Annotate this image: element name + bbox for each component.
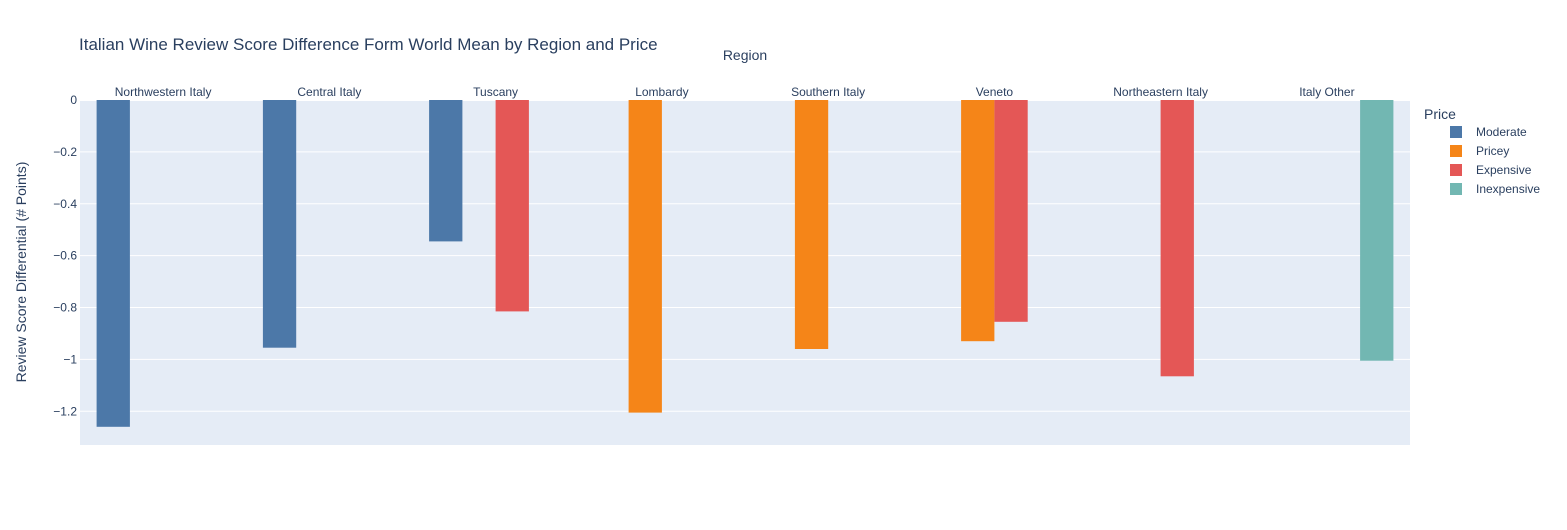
legend-item-inexpensive[interactable]: Inexpensive xyxy=(1450,182,1540,196)
legend-label: Moderate xyxy=(1476,125,1527,139)
bar-moderate[interactable] xyxy=(96,100,130,427)
legend-title: Price xyxy=(1424,106,1456,122)
bar-moderate[interactable] xyxy=(262,100,297,348)
bar-expensive[interactable] xyxy=(1160,100,1194,377)
bar-pricey[interactable] xyxy=(794,100,829,349)
x-tick-label: Central Italy xyxy=(297,85,361,99)
bar-moderate[interactable] xyxy=(429,100,463,242)
x-tick-label: Veneto xyxy=(976,85,1014,99)
bar-pricey[interactable] xyxy=(961,100,995,342)
x-tick-labels: Northwestern Italy Central Italy Tuscany Lo… xyxy=(115,85,1355,99)
legend-item-expensive[interactable]: Expensive xyxy=(1450,163,1532,177)
legend-label: Inexpensive xyxy=(1476,182,1540,196)
y-tick-label: −0.8 xyxy=(53,301,77,315)
y-tick-label: −0.6 xyxy=(53,249,77,263)
bar-inexpensive[interactable] xyxy=(1360,100,1394,361)
legend-swatch xyxy=(1450,126,1462,138)
x-axis-title: Region xyxy=(723,47,767,63)
chart-title: Italian Wine Review Score Difference For… xyxy=(79,35,658,54)
y-tick-labels: 0 −0.2 −0.4 −0.6 −0.8 −1 −1.2 xyxy=(53,93,77,418)
bars xyxy=(96,100,1394,427)
x-tick-label: Southern Italy xyxy=(791,85,865,99)
x-tick-label: Italy Other xyxy=(1299,85,1354,99)
y-tick-label: 0 xyxy=(70,93,77,107)
x-tick-label: Northwestern Italy xyxy=(115,85,212,99)
y-tick-label: −1.2 xyxy=(53,404,77,418)
x-tick-label: Lombardy xyxy=(635,85,688,99)
legend-swatch xyxy=(1450,183,1462,195)
legend-label: Expensive xyxy=(1476,163,1532,177)
legend: Price Moderate Pricey Expensive Inexpensive xyxy=(1424,106,1540,196)
y-tick-label: −0.2 xyxy=(53,145,77,159)
legend-item-moderate[interactable]: Moderate xyxy=(1450,125,1527,139)
bar-expensive[interactable] xyxy=(994,100,1028,322)
legend-items: Moderate Pricey Expensive Inexpensive xyxy=(1450,125,1540,196)
x-tick-label: Northeastern Italy xyxy=(1113,85,1208,99)
legend-label: Pricey xyxy=(1476,144,1509,158)
bar-pricey[interactable] xyxy=(628,100,662,413)
bar-expensive[interactable] xyxy=(495,100,529,312)
legend-item-pricey[interactable]: Pricey xyxy=(1450,144,1509,158)
legend-swatch xyxy=(1450,164,1462,176)
y-tick-label: −1 xyxy=(63,352,77,366)
x-tick-label: Tuscany xyxy=(473,85,518,99)
legend-swatch xyxy=(1450,145,1462,157)
y-tick-label: −0.4 xyxy=(53,197,77,211)
y-axis-title: Review Score Differential (# Points) xyxy=(13,162,29,383)
